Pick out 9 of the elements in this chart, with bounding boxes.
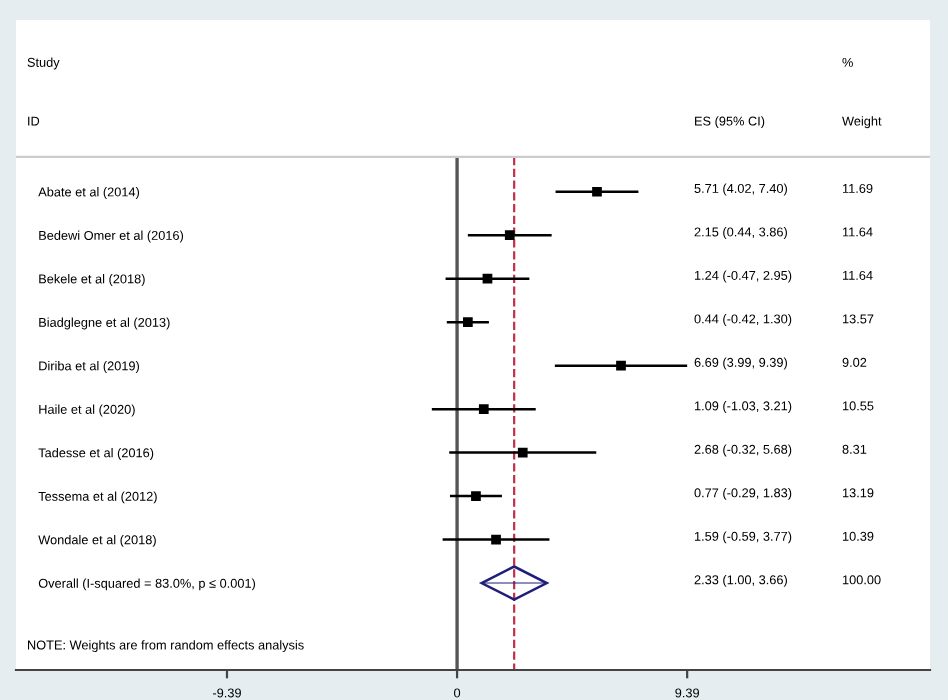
point (517, 447, 528, 458)
point (462, 317, 473, 328)
point (504, 230, 515, 241)
point (471, 491, 481, 501)
point (592, 186, 602, 197)
point (478, 404, 489, 414)
point (616, 360, 626, 371)
point (482, 273, 493, 284)
point (491, 534, 501, 545)
